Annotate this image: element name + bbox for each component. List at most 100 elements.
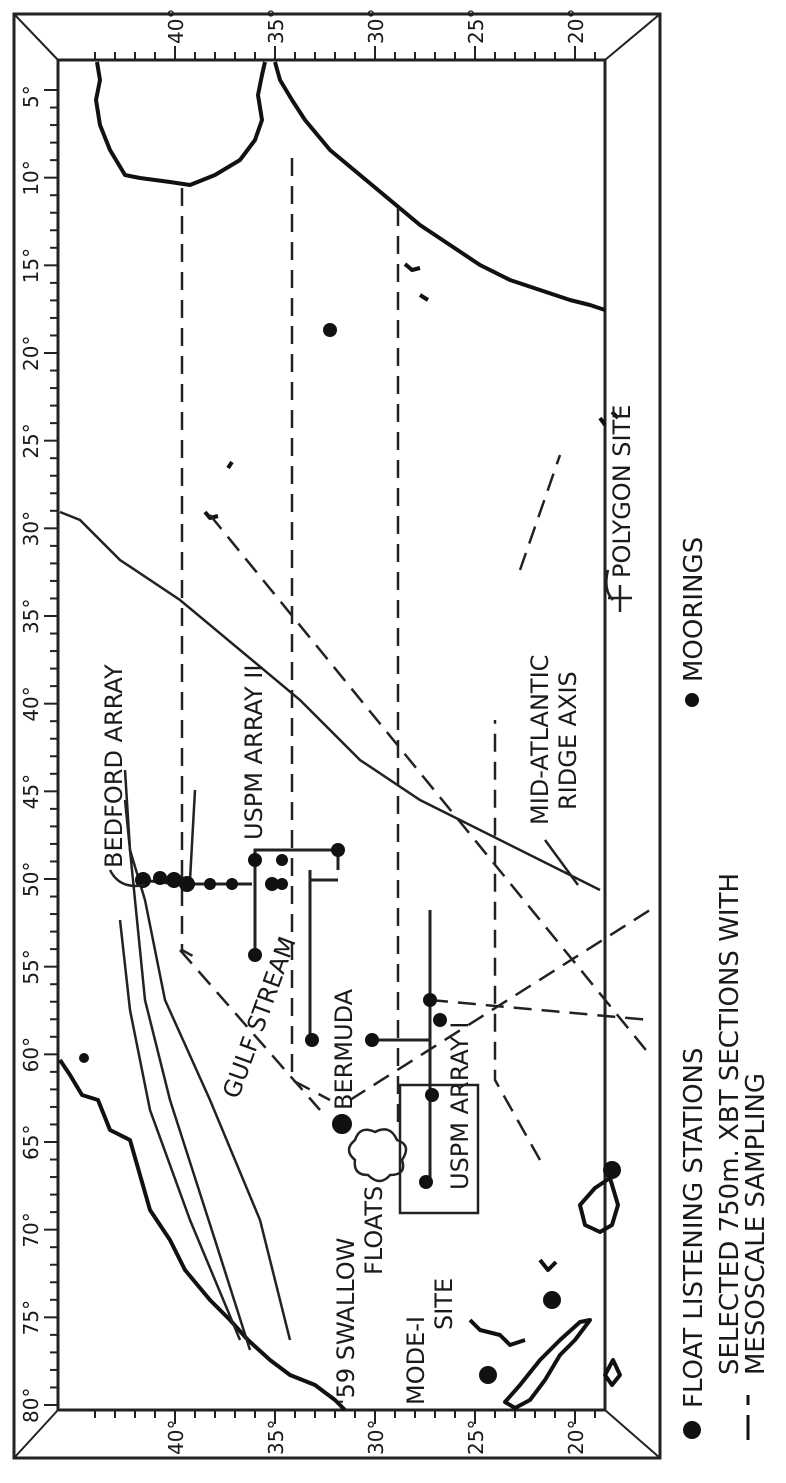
mid-atlantic-ridge <box>59 510 601 892</box>
latitude-tick-label-top: 20° <box>564 9 588 44</box>
label-swallow-floats-1: '59 SWALLOW <box>332 1238 360 1405</box>
station <box>425 1088 439 1102</box>
longitude-tick-label: 5° <box>19 85 43 108</box>
label-swallow-floats-2: FLOATS <box>360 1186 388 1275</box>
station <box>179 876 195 892</box>
legend-xbt-line1: SELECTED 750m. XBT SECTIONS WITH <box>715 873 745 1375</box>
latitude-labels-left: 20° 25° 30° 35° 40° <box>164 1420 588 1455</box>
station <box>276 878 288 890</box>
label-polygon-site: POLYGON SITE <box>608 405 636 578</box>
longitude-tick-label: 55° <box>19 949 43 984</box>
iberia-coast <box>94 61 267 187</box>
uspm-array-2-stem <box>308 870 338 1040</box>
station <box>248 948 262 962</box>
latitude-tick-label-top: 40° <box>164 9 188 44</box>
longitude-labels: 80° 75° 70° 65° 60° 55° 50° 45° 40° 35° 30° 25° 20° 1… <box>19 85 43 1423</box>
station <box>433 1013 447 1027</box>
longitude-tick-label: 70° <box>19 1212 43 1247</box>
station <box>543 1291 561 1309</box>
station <box>479 1366 497 1384</box>
longitude-tick-label: 20° <box>19 336 43 371</box>
xbt-section-8 <box>518 454 562 571</box>
station <box>423 993 437 1007</box>
africa-coast <box>273 61 606 312</box>
station <box>276 854 288 866</box>
xbt-sections <box>179 158 651 1161</box>
station <box>419 1175 433 1189</box>
bedford-arrow <box>108 869 146 888</box>
station <box>153 871 167 885</box>
station <box>166 872 182 888</box>
xbt-section-9 <box>179 949 321 1111</box>
mode-i-site-box <box>398 1083 480 1215</box>
longitude-tick-label: 65° <box>19 1125 43 1160</box>
station <box>603 1161 621 1179</box>
label-arrows <box>108 839 580 888</box>
longitude-tick-label: 15° <box>19 248 43 283</box>
xbt-section-6 <box>429 998 651 1022</box>
legend-float-stations: FLOAT LISTENING STATIONS <box>679 1048 709 1408</box>
label-mid-atlantic-2: RIDGE AXIS <box>554 671 582 810</box>
legend-dot-moorings <box>685 693 699 707</box>
latitude-labels-right: 20° 25° 30° 35° 40° <box>164 9 588 44</box>
longitude-tick-label: 30° <box>19 511 43 546</box>
longitude-tick-label: 25° <box>19 423 43 458</box>
coastlines <box>58 61 622 1412</box>
label-mode-site-1: MODE-I <box>402 1316 430 1405</box>
station <box>248 853 262 867</box>
label-uspm-array-1: USPM ARRAY I <box>446 1022 474 1190</box>
xbt-section-4 <box>209 514 651 1056</box>
xbt-section-5 <box>349 908 651 1102</box>
longitude-tick-label: 50° <box>19 862 43 897</box>
station <box>305 1033 319 1047</box>
station <box>226 878 238 890</box>
gulf-stream-bottom-arc <box>188 789 197 881</box>
station <box>204 878 216 890</box>
latitude-tick-label-top: 35° <box>264 9 288 44</box>
label-uspm-array-2: USPM ARRAY II <box>240 665 268 840</box>
longitude-tick-label: 60° <box>19 1037 43 1072</box>
xbt-section-7 <box>493 720 542 1161</box>
gulf-stream-lines <box>118 769 292 1351</box>
legend-xbt-line2: MESOSCALE SAMPLING <box>741 1073 771 1375</box>
polygon-site-marker <box>605 569 632 612</box>
longitude-tick-label: 80° <box>19 1388 43 1423</box>
legend-dot-stations <box>683 1421 701 1439</box>
latitude-tick-label-bottom: 20° <box>564 1420 588 1455</box>
gulf-stream-line-1 <box>123 769 292 1341</box>
map-frame <box>56 58 607 1412</box>
station <box>265 877 279 891</box>
label-mid-atlantic-1: MID-ATLANTIC <box>526 655 554 825</box>
longitude-tick-label: 75° <box>19 1300 43 1335</box>
label-mode-site-2: SITE <box>430 1278 458 1330</box>
latitude-tick-label-bottom: 25° <box>464 1420 488 1455</box>
latitude-tick-label-top: 25° <box>464 9 488 44</box>
latitude-tick-label-bottom: 30° <box>364 1420 388 1455</box>
map-border-outer <box>12 12 662 1460</box>
xbt-section-1 <box>180 188 201 962</box>
longitude-tick-label: 10° <box>19 160 43 195</box>
longitude-tick-label: 40° <box>19 686 43 721</box>
station <box>135 872 151 888</box>
uspm-array-1-line <box>370 910 432 1180</box>
float-listening-stations <box>135 843 621 1384</box>
legend-moorings: MOORINGS <box>679 537 709 682</box>
swallow-floats-symbol <box>347 1128 408 1183</box>
longitude-tick-label: 45° <box>19 774 43 809</box>
cuba-coast <box>503 1318 592 1410</box>
label-bermuda: BERMUDA <box>330 988 358 1110</box>
north-america-coast <box>58 1058 347 1412</box>
label-bedford-array: BEDFORD ARRAY <box>100 664 128 868</box>
axis-ticks <box>44 46 596 1424</box>
latitude-tick-label-bottom: 40° <box>164 1420 188 1455</box>
latitude-tick-label-bottom: 35° <box>264 1420 288 1455</box>
longitude-tick-label: 35° <box>19 599 43 634</box>
gulf-stream-line-2 <box>123 799 252 1351</box>
gulf-stream-line-3 <box>118 919 242 1341</box>
mid-atlantic-arrow <box>543 839 580 886</box>
station <box>365 1033 379 1047</box>
latitude-tick-label-top: 30° <box>364 9 388 44</box>
hispaniola-coast <box>578 1176 620 1234</box>
station <box>331 843 345 857</box>
